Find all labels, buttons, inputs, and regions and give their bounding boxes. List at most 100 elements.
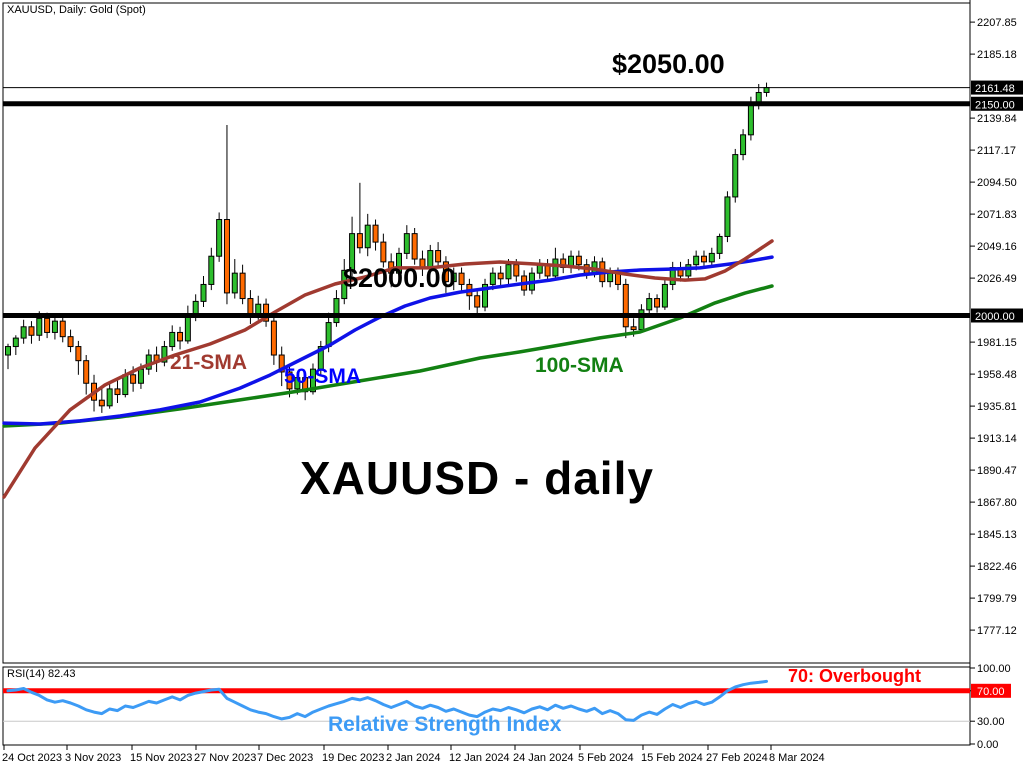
candle-up [646, 298, 653, 311]
candle-down [286, 371, 293, 390]
date-axis-label: 12 Jan 2024 [449, 752, 510, 764]
candle-down [239, 272, 246, 300]
price-axis-label: 2049.16 [977, 241, 1017, 253]
rsi-axis-label: 100.00 [977, 663, 1011, 675]
rsi-axis-label: 0.00 [977, 739, 998, 751]
rsi70-highlight-box [971, 683, 1011, 698]
candle-up [661, 283, 668, 308]
candle-up [12, 337, 19, 348]
candle-down [75, 346, 82, 362]
price-highlight-label: 2150.00 [975, 99, 1015, 111]
price-axis-label: 2207.85 [977, 17, 1017, 29]
sma50-label: 50-SMA [284, 365, 362, 388]
resistance-annotation: $2050.00 [612, 49, 725, 79]
price-axis-label: 1867.80 [977, 497, 1017, 509]
price-axis-label: 2185.18 [977, 49, 1017, 61]
candle-up [294, 377, 301, 390]
date-axis-label: 7 Dec 2023 [257, 752, 313, 764]
candle-up [231, 272, 238, 294]
price-axis-label: 1981.15 [977, 337, 1017, 349]
candle-up [161, 346, 168, 363]
candle-up [685, 264, 692, 277]
date-axis-label: 19 Dec 2023 [322, 752, 384, 764]
candle-down [700, 255, 707, 263]
rsi-indicator-label: RSI(14) 82.43 [7, 668, 76, 680]
sma50-line [2, 255, 774, 426]
candle-up [20, 326, 27, 339]
chart-watermark: XAUUSD - daily [300, 452, 654, 504]
candle-down [575, 255, 582, 266]
candle-up [309, 368, 316, 393]
candle-up [317, 346, 324, 370]
candle-down [59, 320, 66, 338]
price-axis-label: 2071.83 [977, 209, 1017, 221]
candle-up [333, 298, 340, 324]
candle-down [411, 233, 418, 260]
candle-up [5, 346, 11, 356]
sma100-label: 100-SMA [535, 354, 624, 377]
candle-down [270, 320, 277, 356]
price-axis-label: 1913.14 [977, 433, 1017, 445]
chart-title: XAUUSD, Daily: Gold (Spot) [7, 4, 146, 16]
date-axis-label: 8 Mar 2024 [769, 752, 825, 764]
date-axis-label: 15 Feb 2024 [641, 752, 703, 764]
price-highlight-box [971, 308, 1023, 323]
support-annotation: $2000.00 [343, 263, 456, 293]
candle-down [83, 360, 90, 384]
date-axis-label: 2 Jan 2024 [386, 752, 440, 764]
candle-up [106, 388, 113, 407]
date-axis-label: 3 Nov 2023 [65, 752, 121, 764]
candle-up [216, 219, 223, 257]
price-axis-label: 1845.13 [977, 529, 1017, 541]
candle-up [341, 269, 348, 300]
date-axis-label: 27 Feb 2024 [706, 752, 768, 764]
candle-down [513, 264, 520, 277]
candle-down [372, 224, 379, 243]
candle-down [474, 295, 481, 308]
candle-down [114, 388, 121, 396]
price-axis-label: 2117.17 [977, 145, 1016, 157]
candle-up [740, 134, 747, 156]
date-axis-label: 24 Oct 2023 [2, 752, 62, 764]
candle-down [28, 326, 35, 336]
candle-up [763, 87, 770, 93]
candle-up [36, 317, 43, 336]
price-highlight-box [971, 96, 1023, 111]
candle-up [693, 255, 700, 266]
candle-up [747, 103, 754, 136]
candle-up [208, 255, 215, 285]
price-axis-label: 2094.50 [977, 177, 1017, 189]
price-axis-label: 1822.46 [977, 561, 1017, 573]
candle-down [263, 303, 270, 322]
candle-up [489, 272, 496, 285]
candle-up [349, 233, 356, 271]
candle-down [630, 326, 637, 331]
price-highlight-label: 2161.48 [975, 83, 1015, 95]
sma21-line [2, 239, 774, 499]
price-axis-label: 1799.79 [977, 593, 1017, 605]
candle-up [184, 316, 191, 342]
sma21-label: 21-SMA [170, 351, 248, 374]
candle-down [130, 374, 137, 384]
price-highlight-box [971, 80, 1023, 95]
rsi-overbought-label: 70: Overbought [788, 666, 922, 686]
price-axis-label: 1935.81 [977, 401, 1017, 413]
candle-up [505, 264, 512, 280]
rsi-index-label: Relative Strength Index [328, 713, 562, 736]
candle-down [356, 233, 363, 249]
candle-up [403, 233, 410, 254]
candle-up [482, 283, 489, 308]
candle-down [177, 331, 184, 342]
candle-up [169, 331, 176, 348]
candle-down [223, 219, 230, 294]
candle-down [497, 272, 504, 280]
candle-down [44, 317, 51, 333]
candle-up [638, 309, 645, 331]
candle-down [98, 399, 105, 407]
candle-down [442, 261, 449, 283]
candle-up [396, 252, 402, 274]
candle-up [716, 235, 723, 254]
candle-down [380, 241, 387, 263]
candle-up [364, 224, 371, 249]
